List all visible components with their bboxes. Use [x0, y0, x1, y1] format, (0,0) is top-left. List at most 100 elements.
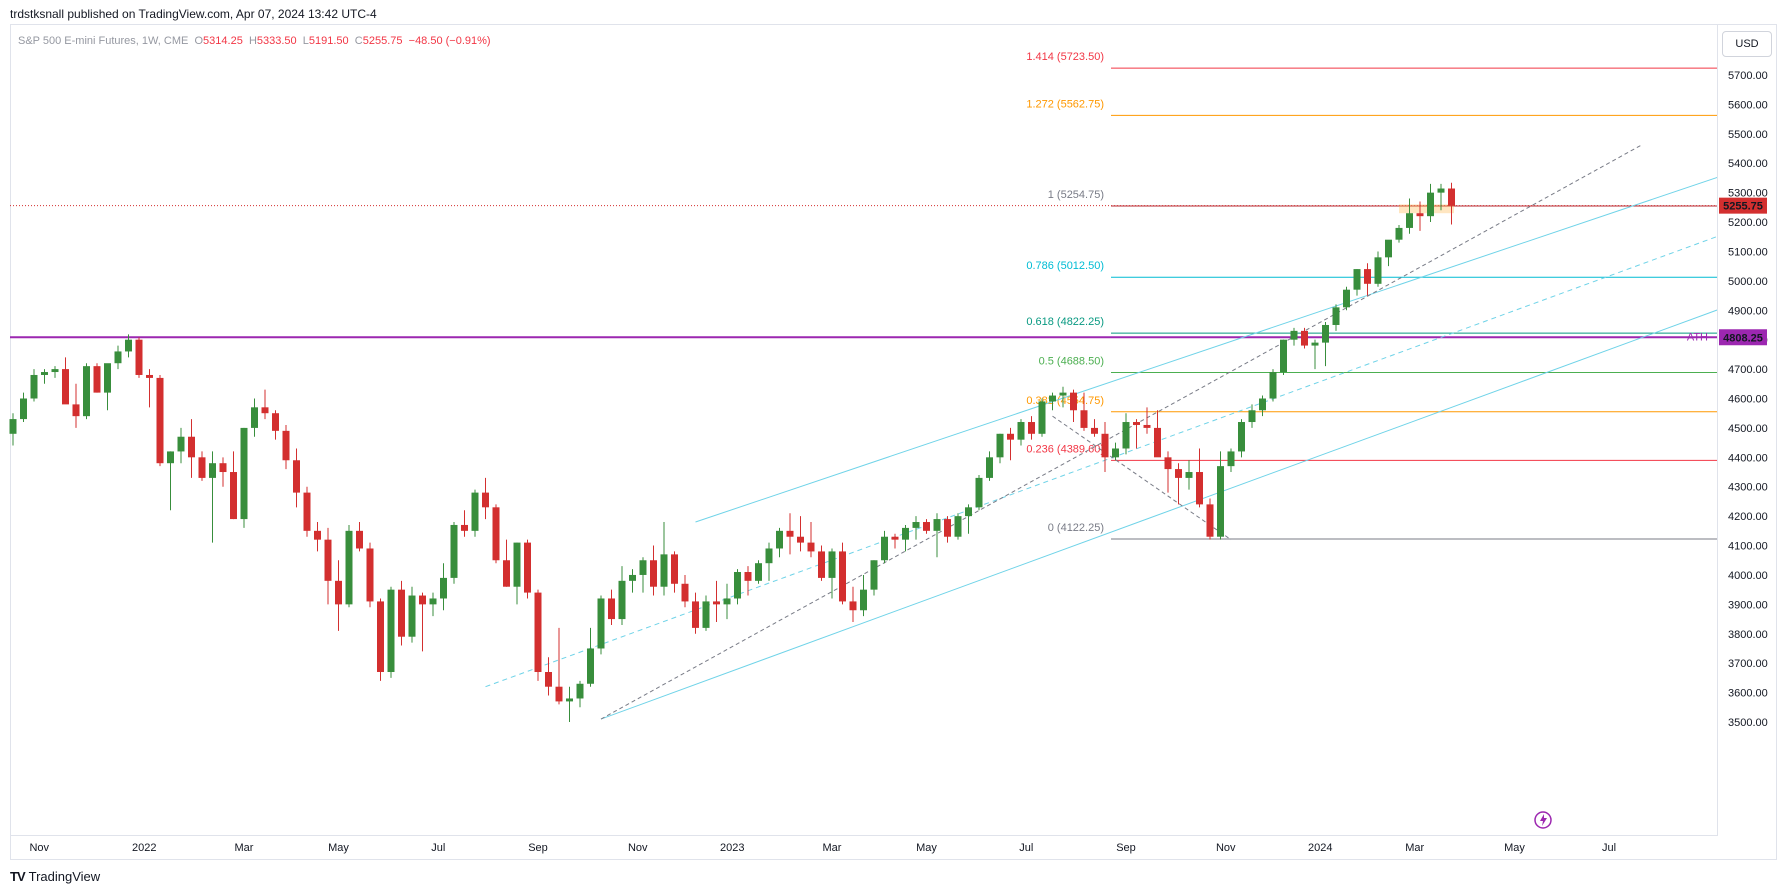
- candle-body[interactable]: [1091, 427, 1098, 434]
- candle-body[interactable]: [188, 436, 195, 458]
- candle-body[interactable]: [975, 477, 983, 508]
- candle-body[interactable]: [1049, 395, 1056, 402]
- candle-body[interactable]: [9, 419, 17, 434]
- candle-body[interactable]: [1122, 422, 1130, 449]
- candle-body[interactable]: [167, 451, 174, 464]
- footer-brand[interactable]: TV TradingView: [10, 869, 100, 884]
- candle-body[interactable]: [1185, 472, 1193, 478]
- candle-body[interactable]: [1059, 392, 1067, 396]
- candle-body[interactable]: [1028, 422, 1035, 434]
- candle-body[interactable]: [72, 404, 80, 417]
- candle-body[interactable]: [177, 436, 185, 452]
- candle-body[interactable]: [849, 601, 857, 611]
- candle-body[interactable]: [1038, 401, 1046, 434]
- candle-body[interactable]: [1311, 342, 1319, 346]
- candle-body[interactable]: [482, 492, 489, 508]
- candle-body[interactable]: [755, 563, 762, 581]
- candle-body[interactable]: [807, 542, 815, 552]
- candle-body[interactable]: [303, 492, 311, 531]
- candle-body[interactable]: [933, 519, 941, 531]
- candle-body[interactable]: [608, 598, 615, 620]
- candle-body[interactable]: [440, 577, 447, 599]
- candle-body[interactable]: [587, 648, 594, 684]
- candle-body[interactable]: [776, 530, 783, 549]
- candle-body[interactable]: [1154, 427, 1161, 458]
- candle-body[interactable]: [860, 589, 867, 611]
- candle-body[interactable]: [219, 463, 227, 473]
- candle-body[interactable]: [1248, 410, 1256, 423]
- candle-body[interactable]: [954, 516, 962, 537]
- candle-body[interactable]: [293, 460, 300, 493]
- candle-body[interactable]: [944, 519, 951, 537]
- candle-body[interactable]: [1374, 257, 1382, 284]
- candle-body[interactable]: [650, 560, 657, 587]
- candle-body[interactable]: [891, 536, 899, 540]
- candle-body[interactable]: [1101, 433, 1109, 458]
- candle-body[interactable]: [62, 369, 69, 405]
- candle-body[interactable]: [492, 507, 500, 561]
- candle-body[interactable]: [702, 601, 710, 628]
- candle-body[interactable]: [1112, 448, 1119, 458]
- candle-body[interactable]: [1416, 213, 1424, 217]
- candle-body[interactable]: [1301, 330, 1308, 346]
- candle-body[interactable]: [1269, 372, 1277, 399]
- candle-body[interactable]: [104, 363, 111, 393]
- candle-body[interactable]: [996, 433, 1004, 458]
- candle-body[interactable]: [114, 351, 122, 364]
- candle-body[interactable]: [1437, 188, 1445, 193]
- candle-body[interactable]: [198, 457, 206, 478]
- candle-body[interactable]: [1007, 433, 1014, 440]
- candle-body[interactable]: [534, 592, 542, 673]
- candle-body[interactable]: [419, 595, 426, 605]
- candle-body[interactable]: [965, 507, 972, 517]
- candle-body[interactable]: [765, 548, 773, 564]
- candle-body[interactable]: [744, 572, 752, 581]
- candle-body[interactable]: [1196, 472, 1203, 505]
- candle-body[interactable]: [786, 530, 794, 537]
- candle-body[interactable]: [471, 492, 479, 531]
- candle-body[interactable]: [828, 551, 836, 578]
- candle-body[interactable]: [1164, 457, 1172, 470]
- candle-body[interactable]: [1070, 392, 1077, 411]
- candle-body[interactable]: [629, 574, 636, 581]
- candle-body[interactable]: [713, 601, 720, 605]
- symbol-name[interactable]: S&P 500 E-mini Futures, 1W, CME: [18, 35, 189, 47]
- candle-body[interactable]: [671, 554, 678, 584]
- candle-body[interactable]: [1290, 330, 1298, 340]
- candle-body[interactable]: [818, 551, 825, 578]
- candle-body[interactable]: [692, 601, 699, 628]
- candle-body[interactable]: [377, 601, 384, 673]
- candle-body[interactable]: [335, 580, 342, 605]
- candle-body[interactable]: [135, 339, 143, 375]
- candle-body[interactable]: [681, 583, 689, 602]
- candle-body[interactable]: [1080, 410, 1088, 428]
- candle-body[interactable]: [912, 522, 920, 528]
- candle-body[interactable]: [125, 339, 132, 352]
- candle-body[interactable]: [1017, 422, 1025, 440]
- candle-body[interactable]: [576, 683, 584, 699]
- candle-body[interactable]: [1385, 239, 1392, 258]
- candle-body[interactable]: [272, 413, 279, 431]
- candle-body[interactable]: [1206, 504, 1214, 537]
- candle-body[interactable]: [282, 430, 290, 461]
- candle-body[interactable]: [93, 366, 101, 393]
- candle-body[interactable]: [398, 589, 405, 637]
- candle-body[interactable]: [660, 554, 668, 587]
- candle-body[interactable]: [1343, 289, 1350, 308]
- candle-body[interactable]: [366, 548, 374, 602]
- candle-body[interactable]: [1133, 422, 1140, 425]
- candle-body[interactable]: [797, 536, 804, 543]
- candle-body[interactable]: [555, 686, 563, 702]
- plot-area[interactable]: [10, 24, 1718, 836]
- candle-body[interactable]: [30, 374, 38, 399]
- candle-body[interactable]: [1395, 227, 1403, 240]
- candle-body[interactable]: [1332, 307, 1340, 325]
- candle-body[interactable]: [881, 536, 888, 561]
- candle-body[interactable]: [1353, 269, 1361, 290]
- candle-body[interactable]: [461, 524, 468, 531]
- candle-body[interactable]: [314, 530, 321, 540]
- candle-body[interactable]: [1427, 192, 1434, 217]
- candle-body[interactable]: [429, 598, 437, 605]
- candle-body[interactable]: [1238, 422, 1245, 452]
- candle-body[interactable]: [1175, 469, 1182, 478]
